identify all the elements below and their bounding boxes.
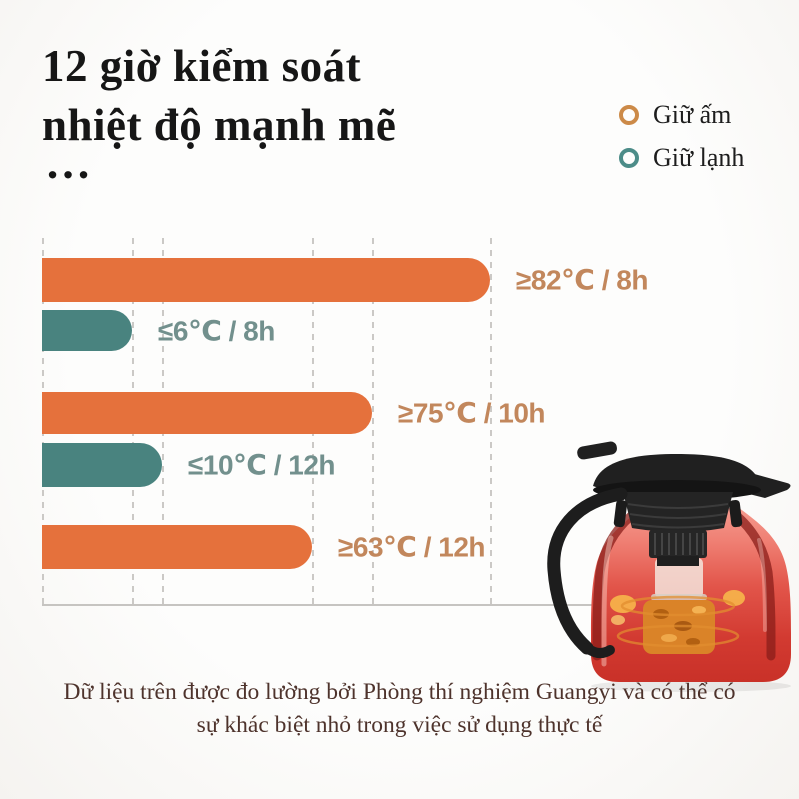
bar-value-label: ≥63℃ / 12h: [338, 531, 486, 563]
legend-item-keep-cold: Giữ lạnh: [619, 145, 744, 171]
disclaimer-line1: Dữ liệu trên được đo lường bởi Phòng thí…: [63, 679, 736, 705]
chart-gridline: [490, 238, 492, 604]
bar-value-label: ≥82℃ / 8h: [516, 264, 648, 296]
keep-warm-ring-icon: [619, 105, 639, 125]
chart-baseline: [42, 604, 762, 606]
swirl-ring: [616, 624, 740, 648]
legend-item-keep-warm: Giữ ấm: [619, 102, 744, 128]
bar-keep-warm: [42, 258, 490, 302]
teapot-lid: [577, 441, 791, 566]
chart-gridline: [372, 238, 374, 604]
chart-legend: Giữ ấm Giữ lạnh: [619, 102, 744, 171]
legend-label-keep-warm: Giữ ấm: [653, 100, 732, 129]
tea-infuser: [616, 558, 740, 654]
page-title-line2: nhiệt độ mạnh mẽ: [42, 100, 397, 150]
disclaimer-line2: sự khác biệt nhỏ trong việc sử dụng thực…: [196, 712, 603, 738]
teapot-shadow: [591, 680, 791, 692]
page-title-line1: 12 giờ kiểm soát: [42, 41, 362, 91]
bar-keep-cold: [42, 443, 162, 487]
bar-value-label: ≥75℃ / 10h: [398, 397, 546, 429]
bar-keep-warm: [42, 525, 312, 569]
teapot-image: [547, 441, 791, 692]
bar-keep-warm: [42, 392, 372, 434]
disclaimer: Dữ liệu trên được đo lường bởi Phòng thí…: [0, 676, 799, 742]
bar-keep-cold: [42, 310, 132, 351]
bar-value-label: ≤6℃ / 8h: [158, 315, 275, 346]
bar-value-label: ≤10℃ / 12h: [188, 449, 336, 481]
glow-spot: [611, 615, 625, 625]
keep-cold-ring-icon: [619, 148, 639, 168]
swirl-ring: [620, 595, 736, 617]
legend-label-keep-cold: Giữ lạnh: [653, 143, 745, 172]
title-ellipsis: …: [45, 137, 97, 188]
teapot-handle: [547, 487, 628, 658]
